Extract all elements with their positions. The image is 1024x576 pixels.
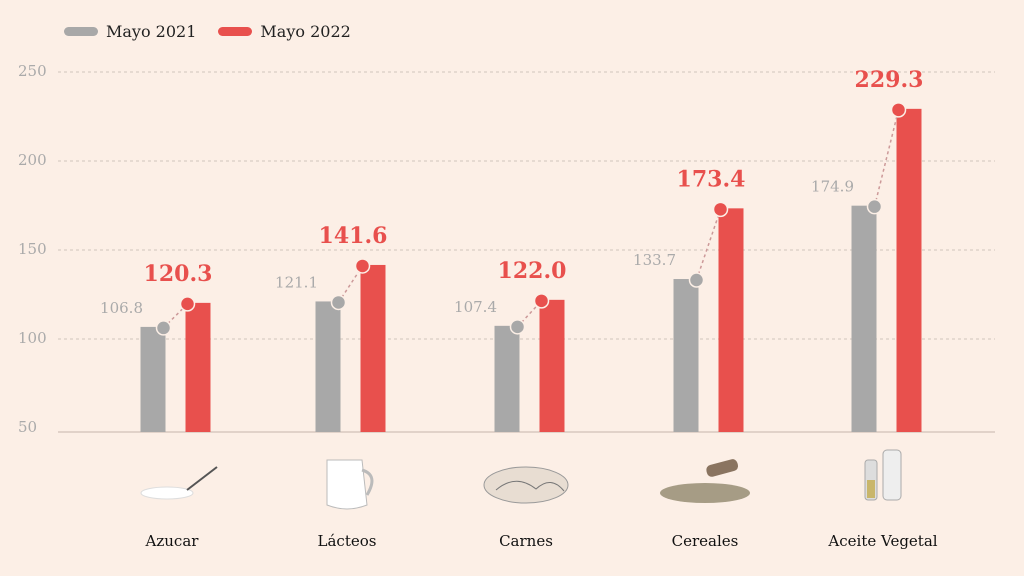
legend: Mayo 2021 Mayo 2022	[64, 22, 351, 41]
milk-jug-icon	[326, 459, 374, 510]
sugar-spoon-icon	[140, 466, 218, 500]
bar-2022	[360, 264, 386, 432]
bar-2021	[140, 326, 166, 432]
y-tick-label: 150	[18, 240, 47, 258]
chicken-icon	[483, 466, 569, 504]
legend-swatch-2022	[218, 27, 253, 36]
data-label-2022: 120.3	[144, 261, 213, 287]
y-tick-label: 250	[18, 62, 47, 80]
dot-2021	[155, 320, 172, 336]
dot-2022	[354, 258, 371, 274]
category-label: Cereales	[672, 532, 739, 550]
data-label-2021: 107.4	[454, 298, 497, 316]
jug-handle	[361, 468, 374, 496]
spoon-handle	[186, 466, 218, 491]
chicken-body	[483, 466, 569, 504]
connector-line	[695, 209, 722, 281]
y-tick-label: 100	[18, 329, 47, 347]
data-label-2022: 122.0	[498, 258, 567, 284]
connector-line	[873, 109, 900, 207]
oil-fill	[867, 480, 875, 498]
bar-2021	[315, 301, 341, 432]
large-bottle	[882, 449, 902, 501]
bar-2022	[539, 299, 565, 432]
category-label: Azucar	[145, 532, 200, 550]
grain-pile	[660, 483, 750, 503]
dot-2021	[509, 319, 526, 335]
data-label-2022: 173.4	[677, 166, 746, 192]
category-label: Lácteos	[318, 532, 377, 550]
bar-2022	[896, 108, 922, 432]
legend-label-2021: Mayo 2021	[106, 22, 197, 41]
category-label: Aceite Vegetal	[827, 532, 937, 550]
data-label-2021: 133.7	[633, 251, 676, 269]
chicken-detail	[495, 480, 565, 492]
dot-2022	[179, 296, 196, 312]
bar-2022	[718, 208, 744, 432]
oil-bottles-icon	[864, 449, 902, 501]
dot-2022	[533, 293, 550, 309]
y-tick-label: 200	[18, 151, 47, 169]
dot-2022	[712, 201, 729, 218]
bar-2021	[673, 279, 699, 432]
legend-item-2021: Mayo 2021	[64, 22, 196, 41]
jug-body	[326, 459, 368, 510]
dot-2022	[890, 102, 907, 118]
sugar-pile	[140, 486, 194, 500]
data-label-2021: 174.9	[811, 178, 854, 196]
bar-2021	[494, 325, 520, 432]
dot-2021	[866, 198, 883, 215]
data-label-2022: 141.6	[319, 223, 388, 249]
dot-2021	[330, 294, 347, 311]
scoop	[706, 459, 739, 477]
dot-2021	[688, 272, 705, 288]
legend-swatch-2021	[64, 27, 98, 36]
legend-item-2022: Mayo 2022	[218, 22, 351, 41]
bar-2021	[851, 205, 877, 432]
legend-label-2022: Mayo 2022	[260, 22, 351, 41]
category-label: Carnes	[499, 532, 553, 550]
data-label-2021: 121.1	[275, 273, 318, 291]
data-label-2022: 229.3	[855, 67, 924, 93]
data-label-2021: 106.8	[100, 299, 143, 317]
y-tick-label: 50	[18, 418, 37, 436]
grain-pile-icon	[660, 459, 750, 503]
bar-2022	[185, 302, 211, 432]
